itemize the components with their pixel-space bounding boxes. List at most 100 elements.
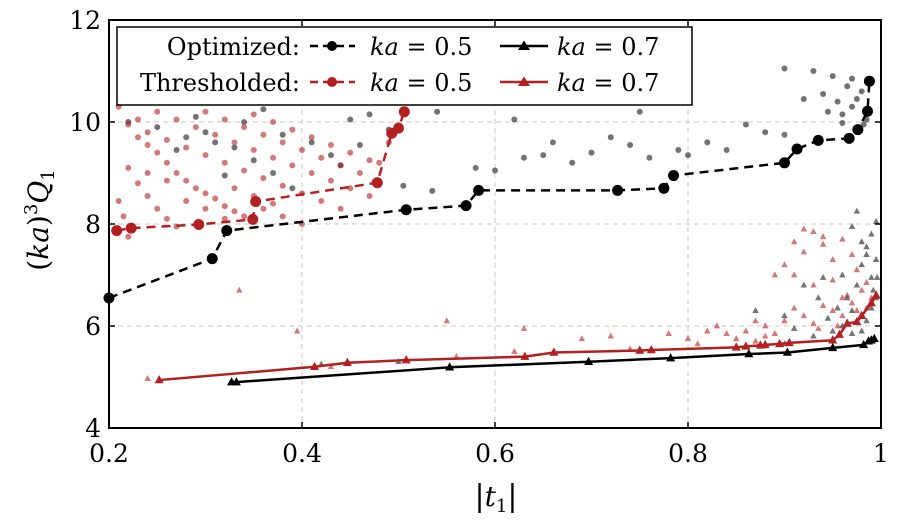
front-point — [861, 105, 873, 117]
scatter-point — [870, 286, 877, 293]
front-point — [206, 253, 218, 265]
scatter-point — [858, 327, 865, 334]
scatter-point — [863, 317, 870, 324]
scatter-point — [853, 207, 861, 214]
scatter-point — [800, 248, 808, 255]
y-tick-label: 4 — [85, 414, 101, 443]
scatter-point — [752, 307, 759, 314]
front-point — [842, 318, 852, 327]
scatter-point — [868, 230, 875, 237]
scatter-point — [723, 330, 730, 336]
scatter-point — [858, 238, 865, 245]
legend-swatch-optimized-ka05 — [310, 41, 355, 51]
scatter-point — [868, 304, 875, 311]
scatter-point — [839, 120, 846, 127]
scatter-point — [289, 126, 296, 133]
front-point — [371, 177, 383, 189]
scatter-point — [337, 205, 344, 212]
front-point — [741, 341, 751, 350]
scatter-point — [520, 324, 528, 331]
front-point — [835, 329, 845, 338]
scatter-point — [511, 116, 518, 123]
scatter-point — [120, 213, 127, 220]
scatter-point — [820, 90, 827, 97]
scatter-point — [863, 243, 870, 250]
scatter-point — [183, 144, 190, 151]
front-point — [828, 342, 838, 352]
scatter-point — [173, 116, 180, 123]
scatter-point — [858, 88, 865, 95]
x-tick-label: 0.6 — [475, 439, 515, 468]
front-point — [549, 347, 559, 356]
scatter-point — [829, 256, 836, 263]
scatter-point — [694, 340, 701, 347]
scatter-point — [872, 217, 880, 224]
scatter-point — [366, 192, 373, 199]
scatter-point — [588, 149, 595, 156]
scatter-point — [231, 144, 238, 151]
legend-box — [116, 26, 693, 106]
scatter-point — [144, 192, 151, 199]
scatter-point — [810, 281, 817, 288]
x-tick-label: 0.4 — [282, 439, 322, 468]
scatter-point — [366, 111, 373, 118]
scatter-point — [733, 335, 740, 342]
front-point — [125, 222, 137, 234]
scatter-point — [279, 131, 286, 138]
scatter-point — [327, 363, 335, 370]
scatter-point — [849, 75, 856, 82]
scatter-point — [250, 157, 257, 164]
scatter-point — [839, 294, 846, 301]
scatter-point — [781, 131, 788, 138]
scatter-point — [327, 152, 334, 159]
scatter-point — [810, 332, 817, 339]
front-point — [857, 310, 867, 320]
scatter-point — [790, 304, 798, 311]
scatter-point — [511, 347, 518, 354]
front-point — [866, 298, 876, 307]
axis-ticks: 0.2 0.4 0.6 0.8 1 4 6 8 10 12 — [69, 6, 889, 468]
x-tick-label: 0.2 — [89, 439, 129, 468]
scatter-point — [520, 154, 527, 161]
scatter-point — [800, 312, 808, 319]
scatter-point — [839, 271, 846, 278]
scatter-point — [844, 83, 851, 90]
scatter-point — [834, 322, 841, 329]
scatter-point — [824, 108, 831, 115]
front-point — [791, 143, 803, 155]
y-tick-label: 10 — [69, 108, 101, 137]
legend: Optimized: ka = 0.5 ka = 0.7 Thresholded… — [116, 26, 693, 106]
scatter-point — [327, 141, 334, 148]
scatter-point — [221, 203, 228, 210]
scatter-point — [815, 324, 822, 331]
y-axis-label: (ka)3Q1 — [21, 169, 59, 270]
scatter-point — [134, 134, 141, 141]
scatter-point — [607, 134, 614, 141]
scatter-point — [279, 213, 286, 220]
legend-row-label-thresholded: Thresholded: — [140, 69, 300, 97]
scatter-point — [144, 170, 151, 176]
scatter-point — [704, 139, 711, 146]
front-point — [782, 347, 792, 356]
front-point — [445, 362, 455, 371]
scatter-point — [872, 256, 880, 263]
scatter-point — [260, 205, 267, 212]
scatter-point — [704, 327, 711, 334]
scatter-point — [212, 139, 219, 146]
scatter-point — [685, 152, 691, 159]
scatter-point — [163, 136, 170, 143]
scatter-point — [241, 167, 248, 174]
scatter-point — [646, 154, 653, 161]
front-line — [108, 81, 871, 300]
legend-swatch-optimized-ka07 — [500, 40, 548, 50]
scatter-point — [202, 152, 209, 159]
scatter-point — [260, 106, 267, 113]
front-point — [828, 335, 838, 344]
scatter-point — [848, 330, 856, 336]
scatter-point — [299, 147, 305, 154]
scatter-point — [154, 124, 161, 131]
y-tick-label: 6 — [85, 312, 101, 341]
scatter-point — [810, 319, 817, 326]
scatter-point — [192, 124, 199, 131]
scatter-point — [183, 198, 190, 205]
